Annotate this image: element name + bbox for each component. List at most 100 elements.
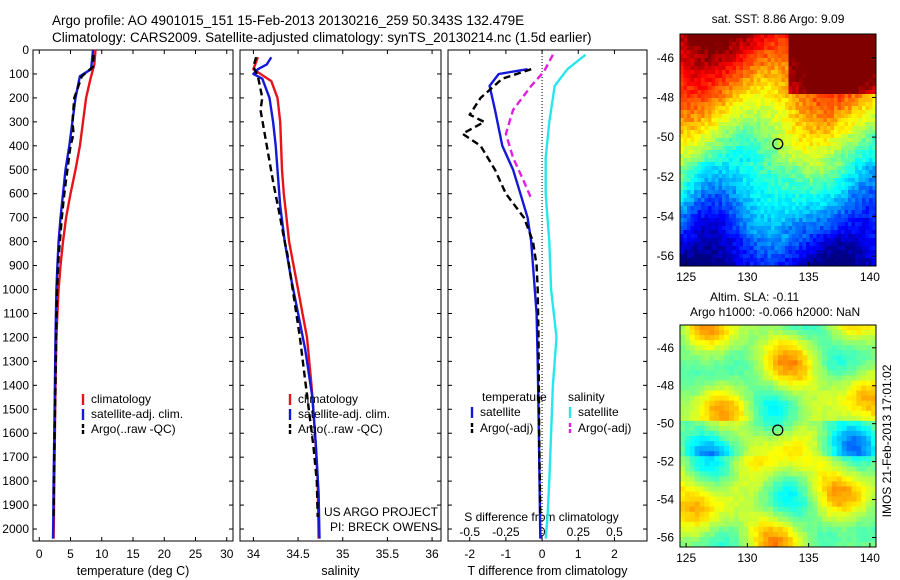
map-cell: [704, 466, 710, 472]
map-cell: [836, 541, 843, 548]
map-cell: [799, 202, 803, 207]
map-cell: [760, 46, 765, 51]
map-cell: [865, 78, 870, 83]
map-cell: [771, 86, 775, 91]
map-cell: [732, 122, 737, 127]
map-cell: [764, 254, 768, 259]
map-cell: [792, 166, 796, 171]
map-cell: [680, 82, 684, 87]
map-cell: [844, 82, 849, 87]
map-cell: [785, 242, 789, 247]
map-cell: [729, 461, 735, 467]
map-cell: [694, 130, 698, 135]
map-cell: [787, 506, 794, 513]
map-cell: [690, 50, 695, 55]
map-cell: [809, 218, 814, 223]
map-cell: [704, 114, 709, 119]
map-cell: [865, 230, 870, 235]
map-cell: [836, 420, 843, 427]
map-cell: [834, 154, 838, 159]
map-cell: [683, 74, 688, 79]
map-cell: [872, 222, 877, 227]
map-cell: [773, 360, 779, 366]
map-cell: [701, 226, 705, 231]
map-cell: [764, 162, 768, 167]
map-cell: [830, 230, 835, 235]
map-cell: [704, 234, 709, 239]
map-cell: [743, 325, 750, 331]
map-cell: [872, 70, 877, 75]
x-tick-label: 35: [336, 547, 350, 561]
map-cell: [820, 34, 824, 39]
map-cell: [822, 365, 828, 371]
map-cell: [781, 126, 786, 131]
map-cell: [817, 531, 823, 538]
map-cell: [767, 138, 772, 143]
map-cell: [827, 446, 833, 452]
map-cell: [823, 106, 828, 111]
map-cell: [729, 385, 735, 392]
map-cell: [865, 166, 870, 171]
map-cell: [694, 222, 698, 227]
depth-tick-label: 900: [9, 259, 29, 273]
map-cell: [788, 66, 793, 71]
map-cell: [865, 242, 870, 247]
map-cell: [718, 138, 723, 143]
map-cell: [807, 541, 813, 548]
map-cell: [865, 238, 870, 243]
map-cell: [704, 345, 710, 351]
map-cell: [834, 170, 838, 175]
map-cell: [827, 461, 833, 467]
map-cell: [719, 355, 725, 361]
map-cell: [830, 262, 835, 267]
map-cell: [787, 521, 794, 528]
map-cell: [827, 154, 831, 159]
map-cell: [817, 466, 823, 472]
map-cell: [822, 330, 828, 336]
map-cell: [834, 106, 838, 111]
map-cell: [704, 70, 709, 75]
map-cell: [848, 178, 852, 183]
map-cell: [680, 521, 686, 528]
map-cell: [732, 142, 737, 147]
map-cell: [813, 42, 817, 47]
map-cell: [722, 86, 726, 91]
map-cell: [837, 78, 842, 83]
map-cell: [725, 258, 730, 263]
map-cell: [699, 511, 705, 518]
map-cell: [778, 126, 782, 131]
map-cell: [807, 365, 813, 371]
x-tick-label: 10: [95, 547, 109, 561]
map-cell: [758, 466, 764, 472]
map-cell: [725, 98, 730, 103]
map-cell: [822, 375, 828, 381]
map-cell: [788, 162, 793, 167]
map-cell: [862, 154, 866, 159]
map-cell: [715, 98, 719, 103]
map-cell: [831, 476, 838, 482]
map-cell: [768, 541, 774, 548]
map-cell: [848, 234, 852, 239]
map-cell: [848, 158, 852, 163]
map-cell: [806, 246, 810, 251]
map-cell: [690, 246, 695, 251]
map-cell: [680, 420, 686, 427]
map-cell: [827, 78, 831, 83]
map-cell: [746, 258, 751, 263]
map-cell: [822, 476, 828, 482]
map-cell: [711, 246, 716, 251]
series-line-argo--adj-: [461, 68, 542, 518]
map-cell: [816, 226, 821, 231]
map-cell: [792, 380, 799, 387]
map-cell: [781, 238, 786, 243]
map-cell: [743, 138, 747, 143]
map-cell: [851, 82, 856, 87]
map-cell: [764, 90, 768, 95]
map-cell: [858, 154, 863, 159]
map-cell: [774, 214, 779, 219]
map-cell: [711, 62, 716, 67]
map-cell: [812, 420, 818, 427]
map-cell: [701, 174, 705, 179]
map-cell: [858, 230, 863, 235]
map-cell: [806, 66, 810, 71]
